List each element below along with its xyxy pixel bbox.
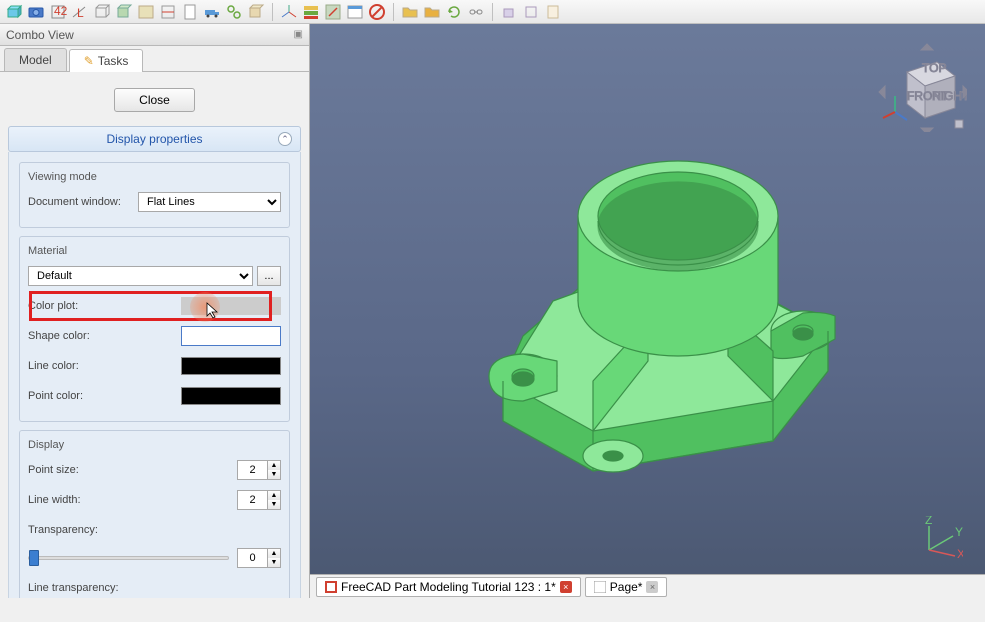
close-button[interactable]: Close [114,88,195,112]
group-viewing-mode: Viewing mode Document window: Flat Lines [19,162,290,228]
svg-text:RIGHT: RIGHT [932,89,967,103]
pin-icon[interactable]: ▣ [294,29,303,40]
material-ellipsis-button[interactable]: ... [257,266,281,286]
linetrans-label: Line transparency: [28,582,281,594]
pointcolor-swatch[interactable] [181,387,281,405]
linecolor-label: Line color: [28,360,138,372]
spin-up-icon[interactable]: ▲ [268,549,280,558]
group-title-viewing: Viewing mode [28,171,281,183]
toolbar-separator [492,3,493,21]
pointcolor-label: Point color: [28,390,138,402]
measure-line-icon[interactable]: L [70,2,90,22]
window-icon[interactable] [345,2,365,22]
link2-icon[interactable] [466,2,486,22]
svg-text:Y: Y [955,525,963,539]
spin-up-icon[interactable]: ▲ [268,461,280,470]
layers-icon[interactable] [301,2,321,22]
main-toolbar: 42 L [0,0,985,24]
document-tab-2[interactable]: Page* × [585,577,668,597]
doc-tab-2-label: Page* [610,580,643,594]
svg-text:Z: Z [925,516,932,527]
combo-view-title: Combo View [6,28,74,42]
sheet-icon[interactable] [180,2,200,22]
refresh-icon[interactable] [444,2,464,22]
shapecolor-swatch[interactable] [181,326,281,346]
navigation-cube[interactable]: TOP FRONT RIGHT [877,42,967,132]
toolbar-separator [272,3,273,21]
task-area: Close Display properties ⌃ Viewing mode … [0,72,309,598]
box-icon[interactable] [246,2,266,22]
linewidth-spinbox[interactable]: ▲▼ [237,490,281,510]
material-select[interactable]: Default [28,266,253,286]
sheet2-icon[interactable] [543,2,563,22]
layer-edit-icon[interactable] [323,2,343,22]
linewidth-label: Line width: [28,494,138,506]
spin-down-icon[interactable]: ▼ [268,470,280,479]
folder-open-icon[interactable] [400,2,420,22]
3d-viewport[interactable]: TOP FRONT RIGHT Z Y X [310,24,985,598]
folder-icon[interactable] [422,2,442,22]
group-display: Display Point size: ▲▼ Line width: ▲▼ [19,430,290,598]
document-tab-bar: FreeCAD Part Modeling Tutorial 123 : 1* … [310,574,985,598]
svg-text:X: X [957,547,963,560]
link-icon[interactable] [224,2,244,22]
group-material: Material Default ... Color plot: [19,236,290,422]
tab-row: Model ✎Tasks [0,46,309,72]
pencil-icon: ✎ [84,54,94,68]
document-tab-1[interactable]: FreeCAD Part Modeling Tutorial 123 : 1* … [316,577,581,597]
transparency-spinbox[interactable]: ▲▼ [237,548,281,568]
pointsize-label: Point size: [28,464,138,476]
svg-text:TOP: TOP [922,61,946,75]
transparency-slider[interactable] [28,556,229,560]
region-icon[interactable] [136,2,156,22]
shapecolor-label: Shape color: [28,330,138,342]
section-body: Viewing mode Document window: Flat Lines… [8,152,301,598]
close-x-icon[interactable]: × [560,581,572,593]
cube2-icon[interactable] [499,2,519,22]
group-title-display: Display [28,439,281,451]
clip-icon[interactable] [158,2,178,22]
part-model[interactable] [433,121,863,501]
svg-text:L: L [77,6,84,20]
tab-tasks[interactable]: ✎Tasks [69,49,144,72]
docwin-label: Document window: [28,196,138,208]
transparency-label: Transparency: [28,524,281,536]
spin-down-icon[interactable]: ▼ [268,500,280,509]
pointsize-spinbox[interactable]: ▲▼ [237,460,281,480]
colorplot-swatch[interactable] [181,297,281,315]
group-title-material: Material [28,245,281,257]
box2-icon[interactable] [521,2,541,22]
docwin-select[interactable]: Flat Lines [138,192,281,212]
page-doc-icon [594,581,606,593]
spin-up-icon[interactable]: ▲ [268,491,280,500]
close-x-icon[interactable]: × [646,581,658,593]
camera-icon[interactable] [26,2,46,22]
freecad-doc-icon [325,581,337,593]
spin-down-icon[interactable]: ▼ [268,558,280,567]
collapse-icon[interactable]: ⌃ [278,132,292,146]
combo-view-header: Combo View ▣ [0,24,309,46]
pointsize-input[interactable] [237,460,267,480]
cube-wireframe-icon[interactable] [92,2,112,22]
axis-gizmo: Z Y X [919,516,963,560]
doc-tab-1-label: FreeCAD Part Modeling Tutorial 123 : 1* [341,580,556,594]
cube-solid-icon[interactable] [114,2,134,22]
linewidth-input[interactable] [237,490,267,510]
measure-box-icon[interactable]: 42 [48,2,68,22]
tab-model[interactable]: Model [4,48,67,71]
section-title: Display properties [106,132,202,146]
transparency-input[interactable] [237,548,267,568]
svg-text:42: 42 [54,4,67,18]
toolbar-separator [393,3,394,21]
deny-icon[interactable] [367,2,387,22]
linecolor-swatch[interactable] [181,357,281,375]
combo-view-panel: Combo View ▣ Model ✎Tasks Close Display … [0,24,310,598]
colorplot-label: Color plot: [28,300,138,312]
axis-icon[interactable] [279,2,299,22]
iso-view-icon[interactable] [4,2,24,22]
truck-icon[interactable] [202,2,222,22]
section-header-display-properties[interactable]: Display properties ⌃ [8,126,301,152]
